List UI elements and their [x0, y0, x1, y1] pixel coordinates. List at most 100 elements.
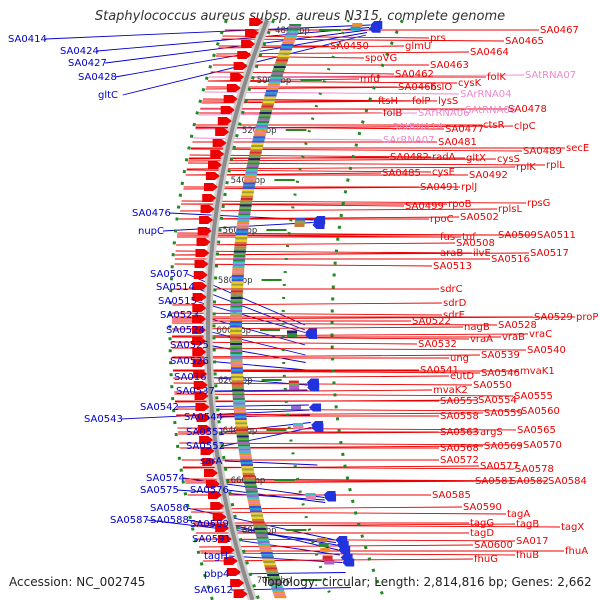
forward-gene-label[interactable]: SA0569	[484, 441, 523, 452]
forward-gene-label[interactable]: mvaK1	[520, 366, 555, 377]
forward-gene-label[interactable]: SA0499	[405, 201, 444, 212]
forward-gene-label[interactable]: rplJ	[461, 182, 477, 193]
forward-gene-arrow[interactable]	[208, 161, 223, 169]
forward-gene-arrow[interactable]	[204, 183, 219, 191]
forward-gene-label[interactable]: SA0532	[418, 339, 457, 350]
reverse-gene-arrow[interactable]	[311, 423, 324, 432]
forward-gene-label[interactable]: SA0489	[523, 146, 562, 157]
reverse-gene-label[interactable]: SA0507	[150, 269, 189, 280]
forward-gene-arrow[interactable]	[230, 579, 245, 587]
forward-gene-label[interactable]: vraA	[470, 334, 493, 345]
forward-gene-arrow[interactable]	[217, 117, 232, 125]
forward-gene-label[interactable]: vraB	[502, 332, 525, 343]
forward-gene-label[interactable]: radA	[432, 152, 456, 163]
forward-gene-label[interactable]: fhuG	[474, 554, 498, 565]
forward-gene-arrow[interactable]	[215, 524, 230, 532]
forward-gene-label[interactable]: SA0509	[498, 230, 537, 241]
reverse-gene-arrow[interactable]	[368, 24, 381, 33]
reverse-gene-label[interactable]: SA0591	[192, 534, 231, 545]
forward-gene-arrow[interactable]	[195, 249, 210, 257]
forward-gene-label[interactable]: SAtRNA07	[525, 70, 576, 81]
reverse-gene-label[interactable]: SA0542	[140, 402, 179, 413]
forward-gene-label[interactable]: ftsH	[378, 96, 398, 107]
reverse-gene-label[interactable]: SA0525	[170, 340, 209, 351]
forward-gene-label[interactable]: SA0553	[440, 396, 479, 407]
forward-gene-arrow[interactable]	[223, 557, 238, 565]
forward-gene-label[interactable]: SA0585	[432, 490, 471, 501]
forward-gene-arrow[interactable]	[233, 590, 248, 598]
forward-gene-arrow[interactable]	[196, 238, 211, 246]
forward-gene-arrow[interactable]	[192, 304, 207, 312]
reverse-gene-label[interactable]: SA0424	[60, 46, 99, 57]
forward-gene-arrow[interactable]	[197, 425, 212, 433]
forward-gene-label[interactable]: SA0555	[514, 391, 553, 402]
forward-gene-label[interactable]: SA0528	[498, 320, 537, 331]
forward-gene-label[interactable]: SA017	[516, 536, 548, 547]
forward-gene-arrow[interactable]	[194, 260, 209, 268]
forward-gene-arrow[interactable]	[205, 172, 220, 180]
forward-gene-label[interactable]: fhuB	[516, 550, 539, 561]
forward-gene-arrow[interactable]	[223, 95, 238, 103]
forward-gene-label[interactable]: SA0478	[508, 104, 547, 115]
forward-gene-label[interactable]: SA0568	[440, 443, 479, 454]
forward-gene-arrow[interactable]	[199, 436, 214, 444]
forward-gene-arrow[interactable]	[249, 18, 264, 26]
forward-gene-arrow[interactable]	[197, 227, 212, 235]
forward-gene-label[interactable]: SA0570	[523, 440, 562, 451]
forward-gene-arrow[interactable]	[200, 447, 215, 455]
forward-gene-label[interactable]: SA0517	[530, 248, 569, 259]
forward-gene-arrow[interactable]	[192, 293, 207, 301]
forward-gene-label[interactable]: folK	[487, 72, 506, 83]
forward-gene-label[interactable]: SA0522	[412, 316, 451, 327]
forward-gene-label[interactable]: SA0584	[548, 476, 587, 487]
forward-gene-label[interactable]: rpoC	[430, 214, 454, 225]
forward-gene-label[interactable]: sdrC	[440, 284, 463, 295]
forward-gene-label[interactable]: folB	[383, 108, 402, 119]
forward-gene-label[interactable]: folP	[412, 96, 430, 107]
forward-gene-label[interactable]: sdrD	[443, 298, 467, 309]
forward-gene-label[interactable]: rpsG	[527, 198, 550, 209]
forward-gene-label[interactable]: SA0554	[478, 395, 517, 406]
forward-gene-label[interactable]: SA0600	[474, 540, 513, 551]
forward-gene-label[interactable]: SA0565	[517, 425, 556, 436]
reverse-gene-label[interactable]: SA0551	[186, 427, 225, 438]
forward-gene-label[interactable]: cysS	[497, 154, 520, 165]
reverse-gene-label[interactable]: SA0544	[184, 412, 223, 423]
forward-gene-label[interactable]: SA0513	[433, 261, 472, 272]
forward-gene-arrow[interactable]	[192, 359, 207, 367]
forward-gene-label[interactable]: SArRNA07	[383, 135, 434, 146]
forward-gene-label[interactable]: glmU	[405, 41, 431, 52]
forward-gene-label[interactable]: cysK	[458, 78, 482, 89]
reverse-gene-label[interactable]: nupC	[138, 226, 164, 237]
forward-gene-arrow[interactable]	[237, 51, 252, 59]
forward-gene-arrow[interactable]	[194, 392, 209, 400]
forward-gene-label[interactable]: SA0559	[484, 408, 523, 419]
reverse-gene-label[interactable]: SA0589	[190, 519, 229, 530]
forward-gene-arrow[interactable]	[192, 315, 207, 323]
forward-gene-label[interactable]: SA0539	[481, 350, 520, 361]
forward-gene-label[interactable]: tagD	[470, 528, 494, 539]
forward-gene-label[interactable]: SA0508	[456, 238, 495, 249]
forward-gene-arrow[interactable]	[200, 205, 215, 213]
reverse-gene-arrow[interactable]	[307, 383, 320, 392]
reverse-gene-label[interactable]: SA0515	[158, 296, 197, 307]
reverse-gene-label[interactable]: gltC	[98, 90, 118, 101]
forward-gene-label[interactable]: SAtRNA14	[392, 122, 443, 133]
forward-gene-arrow[interactable]	[193, 271, 208, 279]
forward-gene-label[interactable]: ilvE	[473, 248, 491, 259]
forward-gene-label[interactable]: SA0590	[463, 502, 502, 513]
forward-gene-label[interactable]: rplsL	[498, 204, 522, 215]
reverse-gene-label[interactable]: SA0537	[176, 386, 215, 397]
forward-gene-label[interactable]: SArRNA04	[460, 89, 511, 100]
forward-gene-label[interactable]: lysS	[438, 96, 458, 107]
forward-gene-arrow[interactable]	[226, 568, 241, 576]
forward-gene-label[interactable]: sdrE	[443, 310, 465, 321]
forward-gene-label[interactable]: SA0450	[330, 41, 369, 52]
forward-gene-arrow[interactable]	[210, 502, 225, 510]
forward-gene-label[interactable]: SA0466	[398, 82, 437, 93]
forward-gene-arrow[interactable]	[196, 414, 211, 422]
forward-gene-arrow[interactable]	[226, 84, 241, 92]
forward-gene-arrow[interactable]	[193, 370, 208, 378]
forward-gene-arrow[interactable]	[217, 535, 232, 543]
forward-gene-label[interactable]: SA0529	[534, 312, 573, 323]
